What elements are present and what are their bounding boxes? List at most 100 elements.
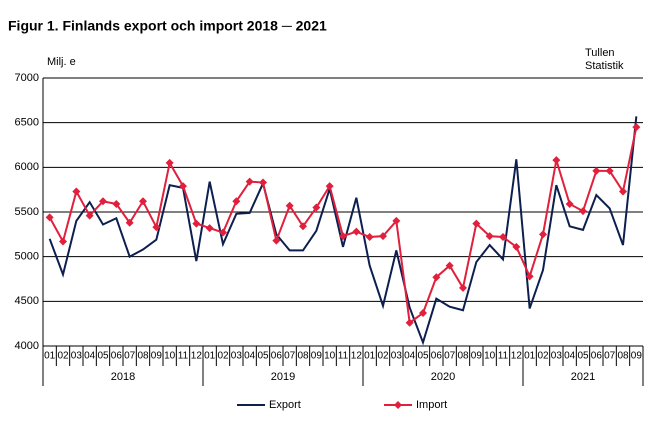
x-tick-label: 01 <box>204 351 216 362</box>
y-axis-label: Milj. e <box>47 56 76 68</box>
legend-marker <box>394 401 402 409</box>
data-marker <box>619 187 627 196</box>
x-tick-label: 03 <box>551 351 563 362</box>
x-tick-label: 12 <box>191 351 203 362</box>
data-marker <box>499 233 507 242</box>
data-marker <box>72 187 81 196</box>
x-tick-label: 05 <box>417 351 429 362</box>
data-marker <box>432 273 441 282</box>
data-marker <box>365 233 374 242</box>
data-marker <box>565 199 574 208</box>
x-tick-label: 02 <box>537 351 549 362</box>
x-tick-label: 09 <box>311 351 323 362</box>
y-tick-label: 6000 <box>15 161 39 173</box>
data-marker <box>99 197 107 206</box>
x-tick-label: 02 <box>57 351 69 362</box>
data-marker <box>165 158 174 167</box>
data-marker <box>85 211 94 220</box>
legend-label: Export <box>269 399 301 411</box>
data-marker <box>245 177 254 186</box>
y-tick-label: 4500 <box>15 295 39 307</box>
x-tick-label: 01 <box>44 351 56 362</box>
x-tick-label: 09 <box>151 351 163 362</box>
x-tick-label: 10 <box>484 351 496 362</box>
x-tick-label: 04 <box>564 351 576 362</box>
data-marker <box>459 283 467 292</box>
x-tick-label: 03 <box>391 351 403 362</box>
data-marker <box>405 318 414 327</box>
x-tick-label: 01 <box>364 351 376 362</box>
data-marker <box>312 203 321 212</box>
data-marker <box>392 216 401 225</box>
data-marker <box>205 224 214 233</box>
data-marker <box>139 197 147 206</box>
data-marker <box>379 232 387 241</box>
x-tick-label: 12 <box>511 351 523 362</box>
x-tick-label: 02 <box>377 351 389 362</box>
data-marker <box>525 272 534 281</box>
x-tick-label: 04 <box>84 351 96 362</box>
series-line <box>48 116 638 346</box>
data-marker <box>125 218 134 227</box>
data-marker <box>605 166 614 175</box>
x-tick-label: 03 <box>231 351 243 362</box>
y-tick-label: 7000 <box>15 72 39 84</box>
x-tick-label: 03 <box>71 351 83 362</box>
year-label: 2021 <box>571 371 595 383</box>
x-tick-label: 06 <box>111 351 123 362</box>
data-marker <box>325 182 334 191</box>
data-marker <box>419 308 427 317</box>
x-tick-label: 01 <box>524 351 536 362</box>
x-tick-label: 11 <box>338 351 349 362</box>
x-tick-label: 02 <box>217 351 229 362</box>
x-tick-label: 05 <box>257 351 269 362</box>
y-tick-label: 5000 <box>15 251 39 263</box>
year-label: 2020 <box>431 371 455 383</box>
data-marker <box>592 166 601 175</box>
x-tick-label: 05 <box>577 351 589 362</box>
x-tick-label: 10 <box>324 351 336 362</box>
x-tick-label: 08 <box>457 351 469 362</box>
data-marker <box>219 228 227 237</box>
x-tick-label: 06 <box>591 351 603 362</box>
x-tick-label: 09 <box>471 351 483 362</box>
data-marker <box>539 230 547 239</box>
x-tick-label: 08 <box>137 351 149 362</box>
x-tick-label: 11 <box>498 351 509 362</box>
data-marker <box>285 201 294 210</box>
x-tick-label: 05 <box>97 351 109 362</box>
data-marker <box>152 223 161 232</box>
x-tick-label: 07 <box>124 351 136 362</box>
x-tick-label: 04 <box>404 351 416 362</box>
x-tick-label: 06 <box>271 351 283 362</box>
data-marker <box>352 227 361 236</box>
x-tick-label: 07 <box>284 351 296 362</box>
data-marker <box>232 197 241 206</box>
data-marker <box>445 261 454 270</box>
data-marker <box>45 213 54 222</box>
data-marker <box>192 219 201 228</box>
data-marker <box>259 178 267 187</box>
legend-label: Import <box>416 399 447 411</box>
x-tick-label: 09 <box>631 351 643 362</box>
source-label: Tullen <box>585 47 615 59</box>
x-tick-label: 08 <box>617 351 629 362</box>
x-tick-label: 10 <box>164 351 176 362</box>
series-line <box>48 126 638 325</box>
data-marker <box>579 207 587 216</box>
year-label: 2018 <box>111 371 135 383</box>
x-tick-label: 04 <box>244 351 256 362</box>
data-marker <box>179 182 187 191</box>
x-tick-label: 08 <box>297 351 309 362</box>
data-marker <box>112 199 121 208</box>
source-label: Statistik <box>585 60 624 72</box>
data-marker <box>59 237 67 246</box>
y-tick-label: 4000 <box>15 340 39 352</box>
data-marker <box>632 123 641 132</box>
x-tick-label: 11 <box>178 351 189 362</box>
data-marker <box>272 236 281 245</box>
x-tick-label: 12 <box>351 351 363 362</box>
data-marker <box>512 242 521 251</box>
data-marker <box>299 222 307 231</box>
